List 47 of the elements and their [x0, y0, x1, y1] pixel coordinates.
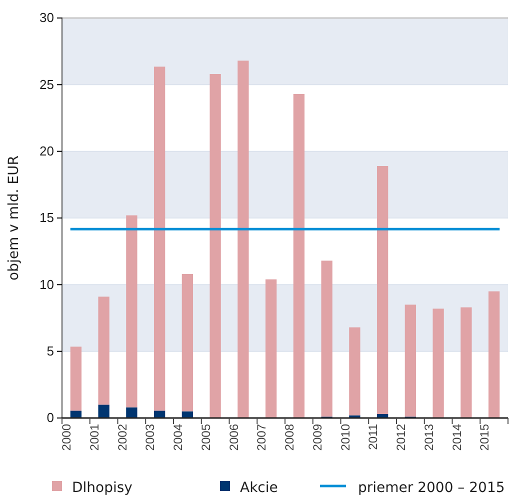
- x-tick-label: 2007: [254, 424, 269, 451]
- bar: [210, 74, 221, 418]
- x-tick-label: 2008: [282, 424, 297, 451]
- x-tick-label: 2005: [198, 424, 213, 451]
- bar: [265, 279, 277, 418]
- x-tick-label: 2013: [422, 424, 436, 451]
- legend-label: priemer 2000 – 2015: [358, 480, 505, 496]
- bar: [70, 346, 82, 411]
- y-tick-label: 5: [46, 343, 54, 358]
- x-tick-label: 2015: [478, 424, 492, 451]
- bar: [293, 94, 305, 418]
- x-tick-label: 2009: [310, 424, 324, 451]
- x-tick-label: 2006: [226, 424, 241, 451]
- bar: [238, 60, 249, 418]
- bar: [404, 304, 416, 417]
- y-axis-title: objem v mld. EUR: [6, 155, 22, 280]
- x-tick-label: 2010: [338, 424, 352, 451]
- x-tick-label: 2011: [366, 424, 380, 450]
- bar: [432, 308, 444, 418]
- bar: [126, 215, 138, 408]
- bar: [349, 327, 360, 416]
- bar: [98, 296, 110, 405]
- bar: [154, 410, 166, 418]
- y-tick-label: 10: [40, 276, 54, 292]
- x-tick-label: 2014: [450, 424, 464, 451]
- y-tick-label: 15: [40, 210, 54, 226]
- bar: [460, 307, 472, 418]
- x-tick-label: 2004: [171, 424, 186, 451]
- legend-label: Dlhopisy: [72, 480, 132, 496]
- bar: [154, 66, 166, 411]
- bar: [70, 410, 82, 418]
- x-tick-label: 2002: [115, 424, 130, 451]
- bar: [98, 404, 110, 418]
- y-tick-label: 0: [46, 410, 54, 426]
- bar: [488, 291, 500, 418]
- y-tick-label: 25: [40, 76, 54, 92]
- y-tick-label: 30: [40, 10, 54, 26]
- legend-label: Akcie: [240, 480, 278, 496]
- x-tick-label: 2003: [143, 424, 158, 451]
- x-tick-label: 2012: [394, 424, 408, 451]
- bar: [126, 407, 138, 418]
- x-tick-label: 2001: [87, 424, 102, 451]
- y-tick-label: 20: [40, 143, 54, 158]
- bar: [321, 260, 332, 417]
- bar: [376, 166, 388, 414]
- bar: [182, 274, 194, 412]
- x-tick-label: 2000: [60, 424, 74, 451]
